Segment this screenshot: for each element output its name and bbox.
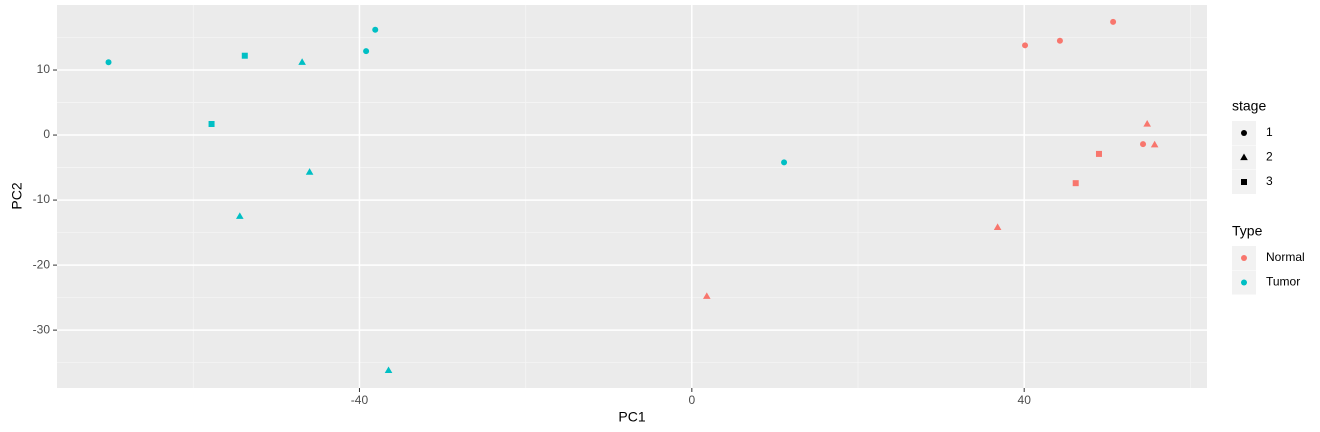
x-axis-title: PC1 bbox=[618, 409, 645, 425]
point bbox=[305, 168, 314, 175]
point bbox=[781, 159, 788, 166]
point bbox=[1150, 140, 1159, 148]
legend-symbol bbox=[1241, 255, 1247, 261]
point bbox=[208, 120, 215, 127]
point bbox=[363, 48, 370, 55]
point bbox=[702, 292, 711, 299]
legend-title: Type bbox=[1232, 223, 1263, 239]
y-tick-label: -20 bbox=[33, 257, 51, 271]
point bbox=[105, 59, 112, 66]
legend-symbol bbox=[1241, 130, 1247, 136]
plot-panel bbox=[57, 5, 1207, 388]
legend-symbol bbox=[1241, 179, 1247, 185]
legend-label: 3 bbox=[1266, 174, 1273, 188]
y-tick-label: 0 bbox=[43, 127, 50, 141]
y-axis-title: PC2 bbox=[9, 182, 25, 209]
point bbox=[384, 366, 393, 374]
x-tick-label: 40 bbox=[1018, 393, 1032, 407]
x-tick-label: -40 bbox=[351, 393, 369, 407]
point bbox=[241, 52, 248, 59]
point bbox=[993, 223, 1002, 230]
point bbox=[1140, 141, 1147, 148]
y-tick-label: -30 bbox=[33, 322, 51, 336]
point bbox=[372, 26, 379, 33]
point bbox=[236, 212, 244, 219]
legend-label: 2 bbox=[1266, 150, 1273, 164]
legend-symbol bbox=[1241, 279, 1247, 286]
point bbox=[1072, 180, 1079, 187]
legend-title: stage bbox=[1232, 98, 1266, 114]
legend-label: Tumor bbox=[1266, 275, 1300, 289]
point bbox=[1110, 18, 1117, 25]
point bbox=[298, 58, 306, 65]
point bbox=[1095, 150, 1102, 157]
y-tick-label: 10 bbox=[37, 62, 51, 76]
y-tick-label: -10 bbox=[33, 192, 51, 206]
point bbox=[1022, 42, 1029, 49]
x-tick-label: 0 bbox=[688, 393, 695, 407]
legend-label: 1 bbox=[1266, 125, 1273, 139]
legend-label: Normal bbox=[1266, 250, 1305, 264]
legend-symbol bbox=[1240, 153, 1248, 161]
point bbox=[1143, 119, 1151, 127]
point bbox=[1056, 37, 1063, 44]
